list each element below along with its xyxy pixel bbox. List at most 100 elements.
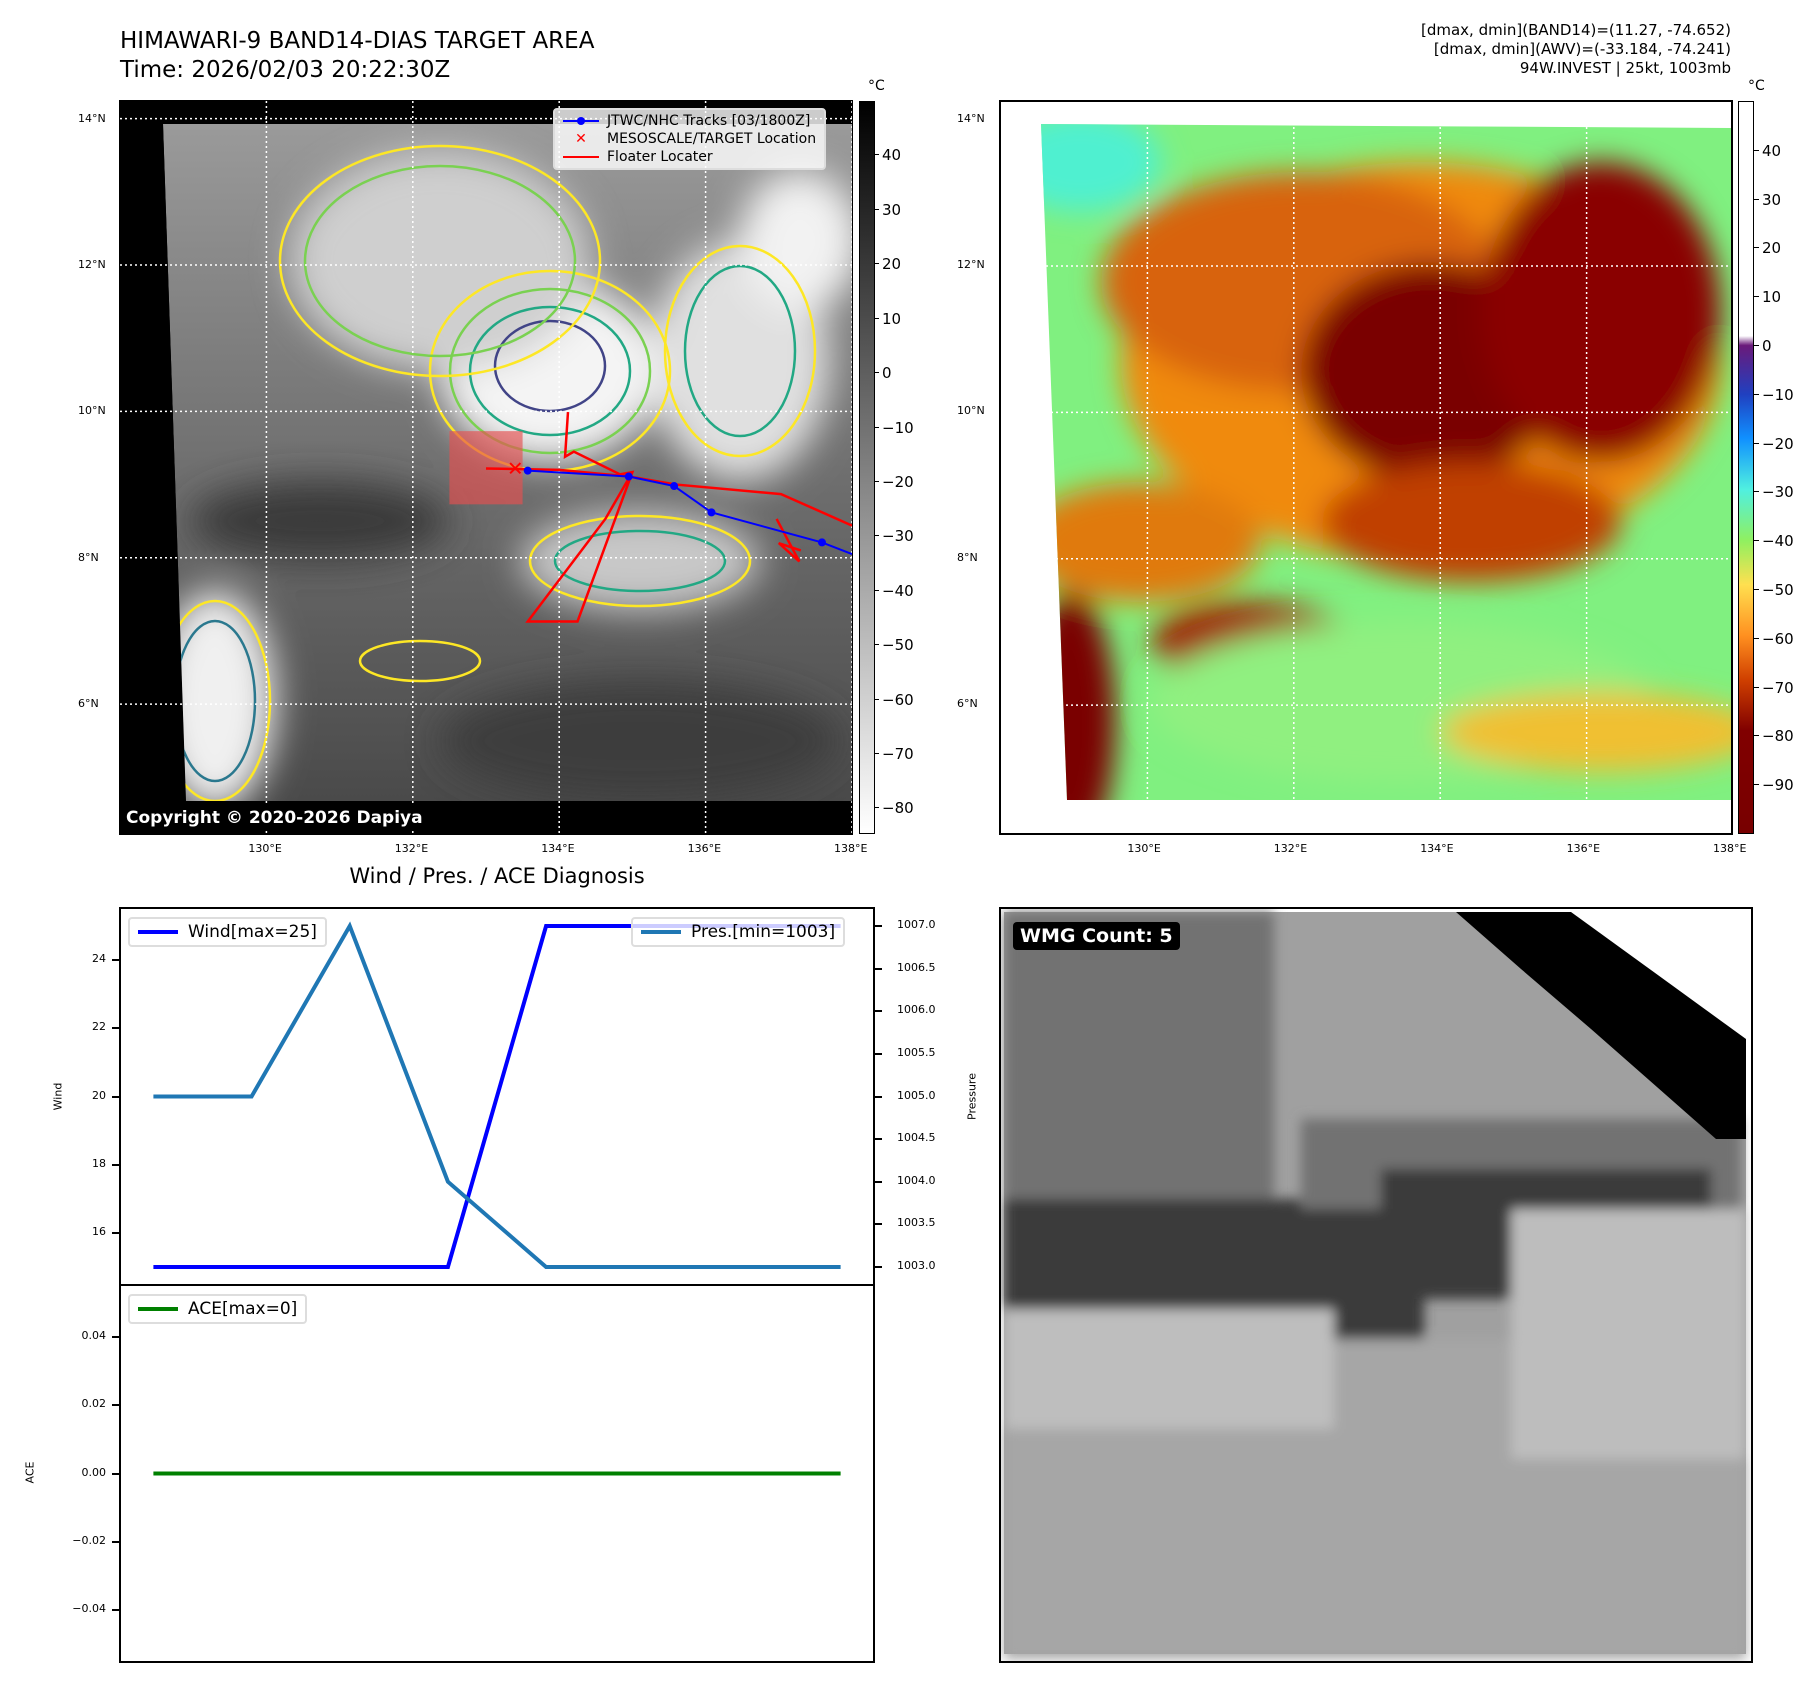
series-line-1 — [153, 921, 841, 1269]
y-tick-label: 24 — [92, 952, 106, 966]
track-point — [523, 466, 532, 475]
pressure-legend-label: Pres.[min=1003] — [691, 922, 836, 942]
colorbar-tick-mark — [1754, 442, 1759, 444]
pressure-line-icon — [641, 930, 681, 934]
colorbar-tick-label: −30 — [1762, 483, 1794, 502]
colorbar-tick-label: 10 — [1762, 288, 1782, 307]
y2-tick-label: 1007.0 — [897, 918, 936, 932]
lat-tick-label: 14°N — [957, 111, 985, 125]
lat-tick-label: 6°N — [957, 697, 978, 711]
map-legend: JTWC/NHC Tracks [03/1800Z] ✕ MESOSCALE/TA… — [553, 108, 827, 170]
lat-tick-label: 14°N — [78, 111, 106, 125]
y-tick-label: 22 — [92, 1020, 106, 1034]
legend-target: ✕ MESOSCALE/TARGET Location — [563, 131, 816, 147]
y2-tick-mark — [875, 1180, 882, 1183]
colorbar-tick-mark — [874, 426, 879, 428]
colorbar-tick-mark — [1754, 637, 1759, 639]
colorbar-tick-label: −40 — [882, 581, 914, 600]
y2-tick-label: 1004.0 — [897, 1173, 936, 1187]
legend-tracks: JTWC/NHC Tracks [03/1800Z] — [563, 113, 810, 129]
track-point — [707, 508, 716, 517]
target-location-marker: ✕ — [507, 456, 524, 480]
y2-tick-mark — [875, 1138, 882, 1141]
y-tick-mark — [112, 959, 119, 962]
wind-legend: Wind[max=25] — [128, 917, 327, 947]
y2-tick-mark — [875, 1223, 882, 1226]
lat-tick-label: 12°N — [78, 257, 106, 271]
wmg-panel — [999, 907, 1753, 1663]
colorbar-tick-mark — [1754, 735, 1759, 737]
copyright-label: Copyright © 2020-2026 Dapiya — [122, 806, 427, 830]
y-tick-label: 0.04 — [81, 1329, 107, 1343]
y2-tick-label: 1005.0 — [897, 1088, 936, 1102]
colorbar-tick-label: −70 — [1762, 678, 1794, 697]
colorbar-tick-label: 20 — [882, 255, 902, 274]
colorbar-tick-label: −20 — [1762, 434, 1794, 453]
y-tick-mark — [112, 1163, 119, 1166]
y-tick-mark — [112, 1540, 119, 1543]
colorbar-tick-label: −50 — [1762, 580, 1794, 599]
colorbar-tick-mark — [874, 753, 879, 754]
floater-box — [525, 412, 635, 623]
y2-tick-label: 1005.5 — [897, 1045, 936, 1059]
lon-tick-label: 136°E — [687, 842, 722, 855]
colorbar-tick-mark — [1754, 491, 1759, 493]
y-tick-label: −0.02 — [72, 1533, 106, 1547]
colorbar-tick-label: −60 — [882, 690, 914, 709]
colorbar-tick-label: −80 — [882, 799, 914, 818]
colorbar-tick-mark — [874, 480, 879, 482]
y2-tick-label: 1003.5 — [897, 1216, 936, 1230]
lon-tick-label: 130°E — [1127, 842, 1161, 855]
awv-map-svg — [1001, 102, 1731, 833]
ace-legend: ACE[max=0] — [128, 1294, 308, 1324]
wmg-count-badge: WMG Count: 5 — [1013, 922, 1180, 950]
colorbar-tick-mark — [874, 644, 879, 646]
band14-map: ✕ — [119, 100, 853, 835]
colorbar-tick-mark — [874, 589, 879, 591]
lon-tick-label: 130°E — [248, 842, 282, 855]
ace-axis-label: ACE — [23, 1461, 37, 1484]
lat-tick-label: 8°N — [78, 550, 99, 564]
colorbar-tick-label: −50 — [882, 636, 914, 655]
colorbar-tick-mark — [1754, 198, 1759, 200]
wind-pressure-plot — [153, 921, 841, 1269]
colorbar-tick-label: 0 — [882, 364, 892, 383]
colorbar-tick-mark — [1754, 393, 1759, 395]
wmg-image — [1001, 909, 1751, 1661]
ace-plot — [153, 1471, 841, 1476]
lon-tick-label: 132°E — [1273, 842, 1308, 855]
colorbar-tick-mark — [874, 263, 879, 265]
colorbar-tick-label: −30 — [882, 527, 914, 546]
y2-tick-label: 1004.5 — [897, 1131, 936, 1145]
colorbar-tick-mark — [874, 698, 879, 700]
lat-tick-label: 6°N — [78, 697, 99, 711]
colorbar-tick-mark — [1754, 247, 1759, 249]
colorbar-tick-label: −10 — [1762, 385, 1794, 404]
colorbar-tick-label: 10 — [882, 309, 902, 328]
colorbar-tick-mark — [874, 208, 879, 210]
track-point — [670, 482, 679, 491]
y-tick-label: 20 — [92, 1088, 106, 1102]
y-tick-label: 0.00 — [81, 1465, 107, 1479]
lon-tick-label: 134°E — [1420, 842, 1454, 855]
title-line1: HIMAWARI-9 BAND14-DIAS TARGET AREA — [120, 28, 595, 54]
colorbar-tick-label: −10 — [882, 418, 914, 437]
colorbar-tick-mark — [874, 807, 879, 809]
wind-line-icon — [138, 930, 178, 934]
ace-line-icon — [138, 1307, 178, 1311]
colorbar-tick-mark — [1754, 540, 1759, 542]
floater-box-east — [775, 518, 802, 563]
awv-stats: [dmax, dmin](AWV)=(-33.184, -74.241) — [1433, 40, 1731, 58]
red-line-icon — [563, 156, 599, 158]
y2-tick-label: 1003.0 — [897, 1258, 936, 1272]
figure-title: HIMAWARI-9 BAND14-DIAS TARGET AREA Time:… — [120, 27, 594, 85]
band14-map-svg: ✕ — [120, 101, 852, 834]
y2-tick-mark — [875, 1010, 882, 1013]
x-marker-icon: ✕ — [575, 131, 587, 147]
colorbar-tick-label: 30 — [882, 200, 902, 219]
colorbar-awv — [1738, 101, 1754, 834]
lon-tick-label: 132°E — [394, 842, 429, 855]
y-tick-mark — [112, 1336, 119, 1339]
colorbar-tick-mark — [874, 317, 879, 319]
colorbar-tick-mark — [1754, 784, 1759, 786]
